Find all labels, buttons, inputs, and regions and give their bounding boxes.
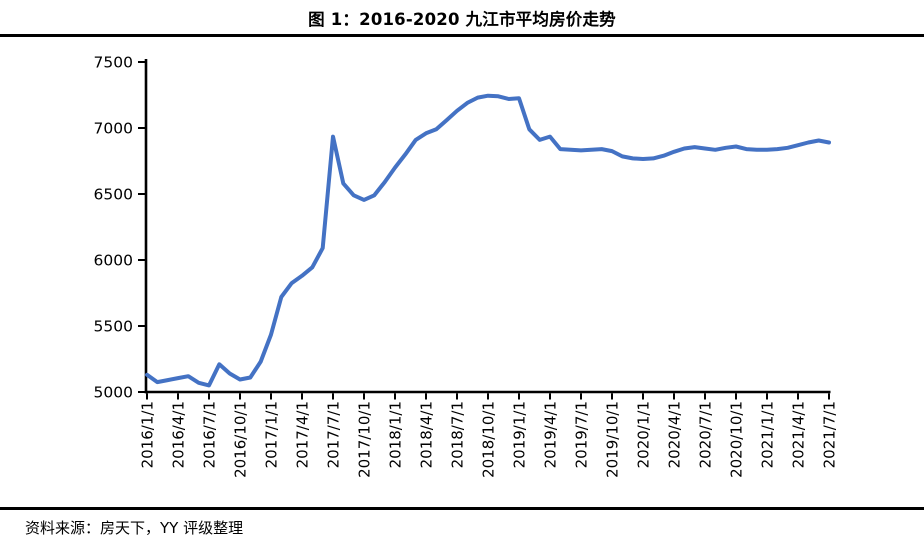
x-tick-label: 2020/4/1 bbox=[666, 401, 684, 468]
x-tick-label: 2016/4/1 bbox=[170, 401, 188, 468]
x-tick-label: 2019/1/1 bbox=[511, 401, 529, 468]
source-divider bbox=[0, 507, 924, 510]
source-note: 资料来源：房天下，YY 评级整理 bbox=[25, 519, 244, 537]
figure-title: 图 1：2016-2020 九江市平均房价走势 bbox=[308, 10, 616, 29]
x-tick-label: 2021/4/1 bbox=[790, 401, 808, 468]
x-tick-label: 2017/10/1 bbox=[356, 401, 374, 478]
x-tick-label: 2020/7/1 bbox=[697, 401, 715, 468]
x-tick-label: 2016/1/1 bbox=[139, 401, 157, 468]
y-tick-label: 5500 bbox=[94, 318, 133, 336]
x-tick-label: 2020/10/1 bbox=[728, 401, 746, 478]
x-tick-label: 2019/7/1 bbox=[573, 401, 591, 468]
y-tick-label: 5000 bbox=[94, 384, 133, 402]
y-tick-label: 7000 bbox=[94, 120, 133, 138]
price-line bbox=[145, 93, 831, 388]
x-tick-label: 2019/10/1 bbox=[604, 401, 622, 478]
x-tick-label: 2016/10/1 bbox=[232, 401, 250, 478]
y-tick-label: 6000 bbox=[94, 252, 133, 270]
x-tick-label: 2021/7/1 bbox=[821, 401, 839, 468]
x-tick-label: 2017/7/1 bbox=[325, 401, 343, 468]
x-tick-label: 2018/1/1 bbox=[387, 401, 405, 468]
price-trend-chart: 5000 5500 6000 6500 7000 7500 2016/1/1 2016/4/1… bbox=[94, 54, 839, 478]
title-divider bbox=[0, 34, 924, 37]
x-tick-label: 2017/1/1 bbox=[263, 401, 281, 468]
x-tick-label: 2021/1/1 bbox=[759, 401, 777, 468]
x-tick-label: 2016/7/1 bbox=[201, 401, 219, 468]
x-tick-label: 2017/4/1 bbox=[294, 401, 312, 468]
y-tick-label: 6500 bbox=[94, 186, 133, 204]
y-tick-label: 7500 bbox=[94, 54, 133, 72]
x-tick-label: 2018/7/1 bbox=[449, 401, 467, 468]
x-tick-label: 2018/4/1 bbox=[418, 401, 436, 468]
x-tick-label: 2018/10/1 bbox=[480, 401, 498, 478]
x-tick-label: 2019/4/1 bbox=[542, 401, 560, 468]
x-tick-label: 2020/1/1 bbox=[635, 401, 653, 468]
